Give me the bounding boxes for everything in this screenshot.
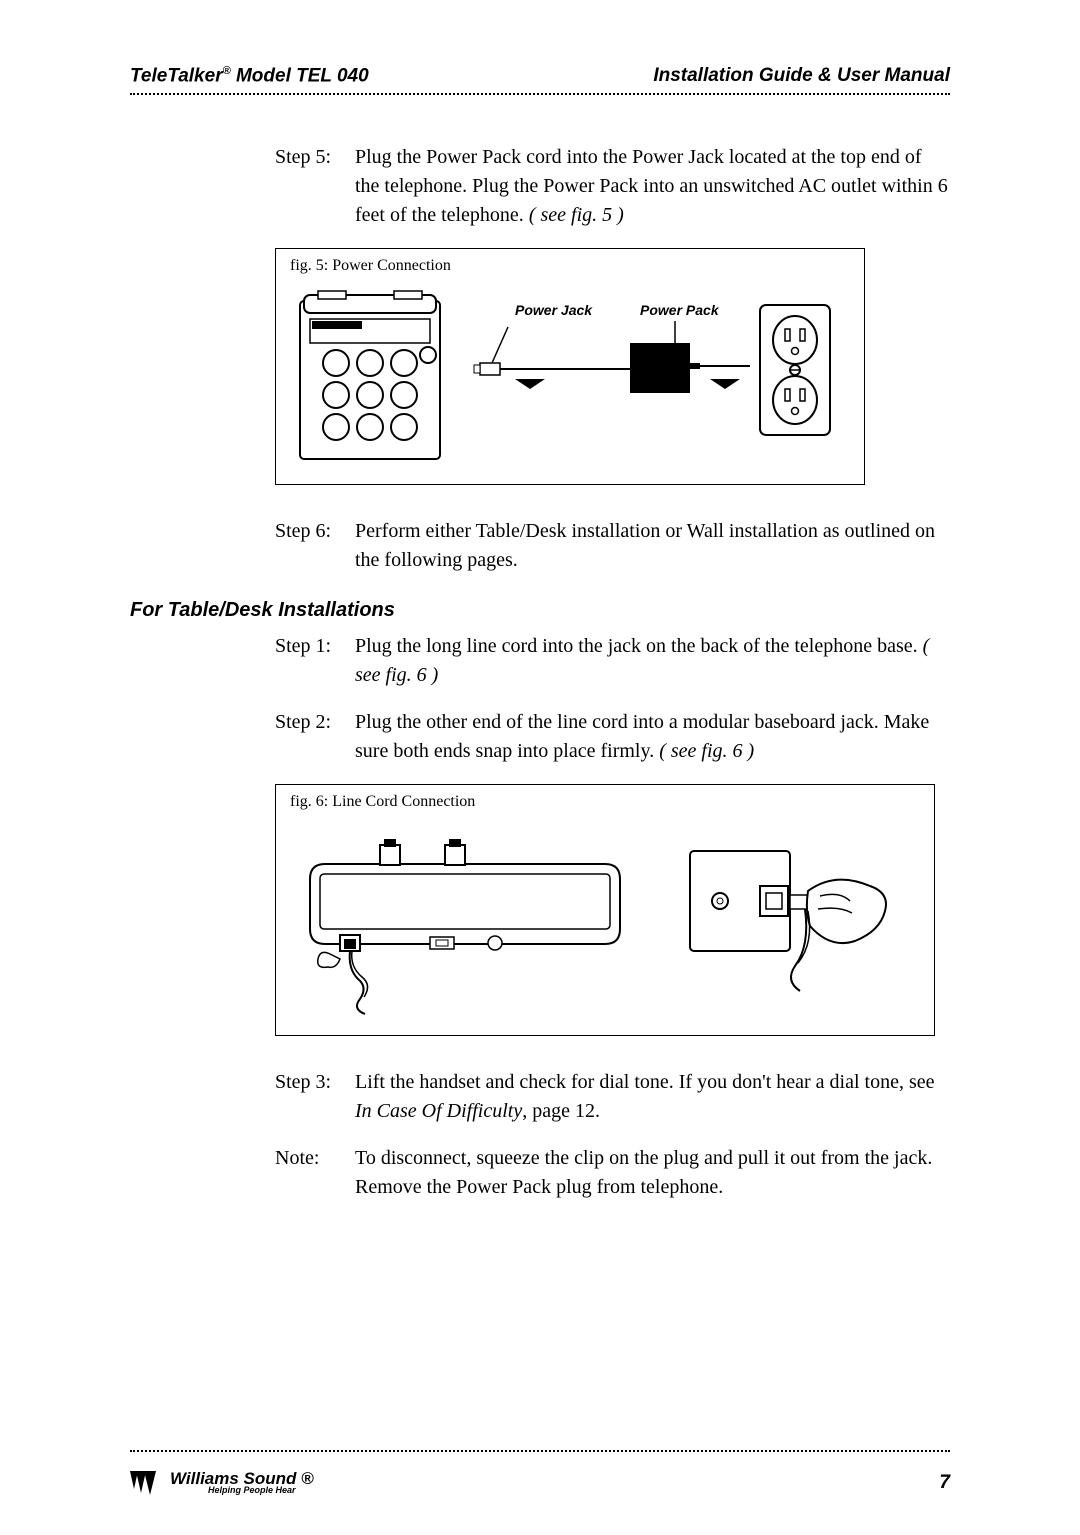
table-step-1: Step 1: Plug the long line cord into the…	[275, 632, 950, 690]
logo-icon	[130, 1471, 164, 1495]
note-disconnect: Note: To disconnect, squeeze the clip on…	[275, 1144, 950, 1202]
note-label: Note:	[275, 1144, 355, 1202]
page-number: 7	[939, 1472, 950, 1494]
figure-5-caption: fig. 5: Power Connection	[290, 257, 850, 275]
page-footer: Williams Sound ® Helping People Hear 7	[130, 1450, 950, 1495]
label-power-pack: Power Pack	[640, 302, 720, 318]
table-step-1-label: Step 1:	[275, 632, 355, 690]
figure-6-diagram	[290, 821, 920, 1021]
header-left: TeleTalker® Model TEL 040	[130, 65, 369, 87]
table-step-2-label: Step 2:	[275, 708, 355, 766]
table-step-3-label: Step 3:	[275, 1068, 355, 1126]
section-heading-table-desk: For Table/Desk Installations	[130, 599, 950, 622]
table-step-2-text: Plug the other end of the line cord into…	[355, 708, 950, 766]
step-5-text: Plug the Power Pack cord into the Power …	[355, 143, 950, 230]
table-step-3: Step 3: Lift the handset and check for d…	[275, 1068, 950, 1126]
footer-logo: Williams Sound ® Helping People Hear	[130, 1470, 314, 1495]
label-power-jack: Power Jack	[515, 302, 593, 318]
figure-6: fig. 6: Line Cord Connection	[275, 784, 935, 1036]
table-step-3-text: Lift the handset and check for dial tone…	[355, 1068, 950, 1126]
page-header: TeleTalker® Model TEL 040 Installation G…	[130, 65, 950, 95]
table-step-2: Step 2: Plug the other end of the line c…	[275, 708, 950, 766]
figure-6-caption: fig. 6: Line Cord Connection	[290, 793, 920, 811]
step-6-text: Perform either Table/Desk installation o…	[355, 517, 950, 575]
header-right: Installation Guide & User Manual	[653, 65, 950, 87]
step-6-label: Step 6:	[275, 517, 355, 575]
step-5: Step 5: Plug the Power Pack cord into th…	[275, 143, 950, 230]
step-5-label: Step 5:	[275, 143, 355, 230]
table-step-1-text: Plug the long line cord into the jack on…	[355, 632, 950, 690]
note-text: To disconnect, squeeze the clip on the p…	[355, 1144, 950, 1202]
step-6: Step 6: Perform either Table/Desk instal…	[275, 517, 950, 575]
figure-5-diagram: Power Jack Power Pack	[290, 285, 850, 470]
figure-5: fig. 5: Power Connection	[275, 248, 865, 485]
